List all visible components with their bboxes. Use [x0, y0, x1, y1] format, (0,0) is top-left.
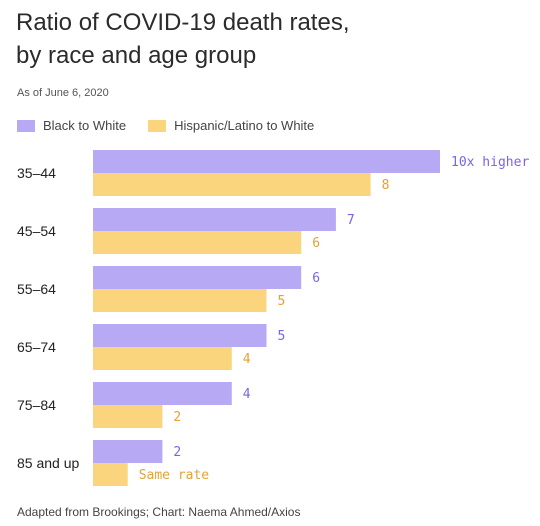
bar-hispanic: [93, 463, 128, 486]
data-label-black: 7: [347, 213, 355, 228]
bar-hispanic: [93, 347, 232, 370]
bar-hispanic: [93, 405, 163, 428]
category-label: 65–74: [17, 339, 56, 355]
data-label-hispanic: 2: [173, 410, 181, 425]
data-label-hispanic: 5: [278, 294, 286, 309]
bar-black: [93, 324, 267, 347]
data-label-hispanic: Same rate: [139, 468, 210, 483]
legend-swatch-black: [17, 119, 35, 132]
bar-black: [93, 150, 440, 173]
bar-black: [93, 266, 302, 289]
chart-title-line-2: by race and age group: [16, 42, 257, 69]
category-label: 85 and up: [17, 455, 79, 471]
data-label-black: 6: [312, 271, 320, 286]
data-label-black: 10x higher: [451, 155, 529, 170]
chart-subtitle: As of June 6, 2020: [17, 87, 109, 99]
data-label-black: 5: [278, 329, 286, 344]
legend-item-black: Black to White: [17, 118, 126, 133]
category-label: 75–84: [17, 397, 56, 413]
chart-title-line-1: Ratio of COVID-19 death rates,: [16, 9, 350, 36]
bar-chart: 35–44 10x higher 8 45–54 7 6 55–64 6 5 65–74 5 4 75–…: [17, 150, 529, 486]
legend-label-hispanic: Hispanic/Latino to White: [174, 118, 315, 133]
chart-title: Ratio of COVID-19 death rates, by race an…: [16, 6, 516, 72]
category-label: 55–64: [17, 281, 56, 297]
category-label: 35–44: [17, 165, 56, 181]
bar-hispanic: [93, 289, 267, 312]
bar-hispanic: [93, 173, 371, 196]
data-label-hispanic: 6: [312, 236, 320, 251]
data-label-hispanic: 4: [243, 352, 251, 367]
bar-black: [93, 440, 163, 463]
legend-item-hispanic: Hispanic/Latino to White: [148, 118, 314, 133]
category-label: 45–54: [17, 223, 56, 239]
data-label-black: 2: [173, 445, 181, 460]
legend: Black to White Hispanic/Latino to White: [17, 118, 336, 133]
bar-black: [93, 208, 336, 231]
bar-hispanic: [93, 231, 302, 254]
data-label-black: 4: [243, 387, 251, 402]
legend-label-black: Black to White: [43, 118, 127, 133]
data-label-hispanic: 8: [382, 178, 390, 193]
chart-footer: Adapted from Brookings; Chart: Naema Ahm…: [17, 505, 301, 519]
bar-black: [93, 382, 232, 405]
legend-swatch-hispanic: [148, 119, 167, 132]
